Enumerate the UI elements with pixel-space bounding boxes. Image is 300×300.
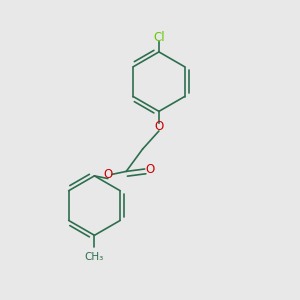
Text: O: O (154, 120, 164, 133)
Text: O: O (103, 168, 112, 181)
Text: Cl: Cl (153, 31, 165, 44)
Text: O: O (146, 163, 154, 176)
Text: CH₃: CH₃ (85, 252, 104, 262)
